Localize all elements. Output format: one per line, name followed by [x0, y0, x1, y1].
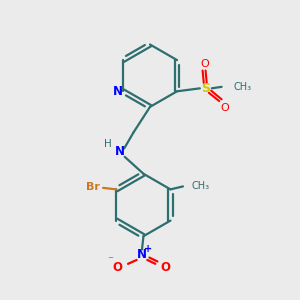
Text: N: N — [115, 145, 125, 158]
Text: CH₃: CH₃ — [192, 181, 210, 191]
Text: Br: Br — [86, 182, 100, 192]
Text: O: O — [220, 103, 229, 113]
Text: H: H — [104, 139, 112, 149]
Text: N: N — [137, 248, 147, 261]
Text: N: N — [112, 85, 123, 98]
Text: O: O — [200, 59, 209, 69]
Text: +: + — [145, 244, 153, 254]
Text: O: O — [112, 262, 122, 275]
Text: O: O — [160, 262, 170, 275]
Text: CH₃: CH₃ — [233, 82, 252, 92]
Text: ⁻: ⁻ — [107, 256, 113, 266]
Text: S: S — [201, 82, 210, 95]
